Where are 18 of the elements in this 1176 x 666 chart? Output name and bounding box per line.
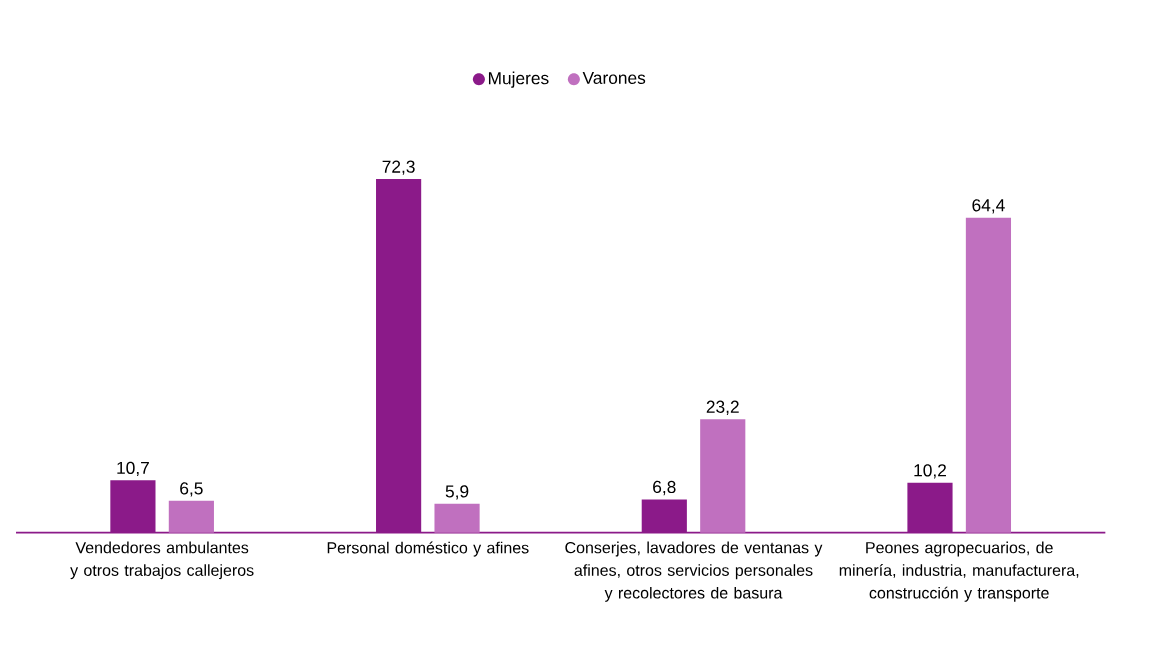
bar: [168, 500, 214, 533]
data-label: 6,8: [653, 480, 676, 496]
bar: [434, 503, 480, 533]
x-tick-label: Peones agropecuarios, de minería, industria, manufacturera, construcción y transporte: [839, 541, 1079, 602]
legend-label: Mujeres: [488, 71, 549, 88]
data-label: 72,3: [382, 160, 415, 175]
legend-label: Varones: [582, 71, 646, 84]
data-label: 6,5: [180, 482, 203, 497]
data-label: 64,4: [972, 199, 1005, 214]
data-label: 10,2: [914, 464, 946, 479]
data-label: 5,9: [445, 485, 469, 500]
x-tick-label: Personal doméstico y afines: [327, 541, 529, 557]
x-tick-label: Conserjes, lavadores de ventanas y afines, otros servicios personales y recolectores de basura: [565, 541, 823, 602]
data-label: 10,7: [117, 461, 149, 477]
x-tick-label: Vendedores ambulantes y otros trabajos callejeros: [70, 541, 254, 580]
data-label: 23,2: [706, 400, 739, 415]
bar: [700, 419, 746, 533]
bar: [965, 217, 1012, 533]
